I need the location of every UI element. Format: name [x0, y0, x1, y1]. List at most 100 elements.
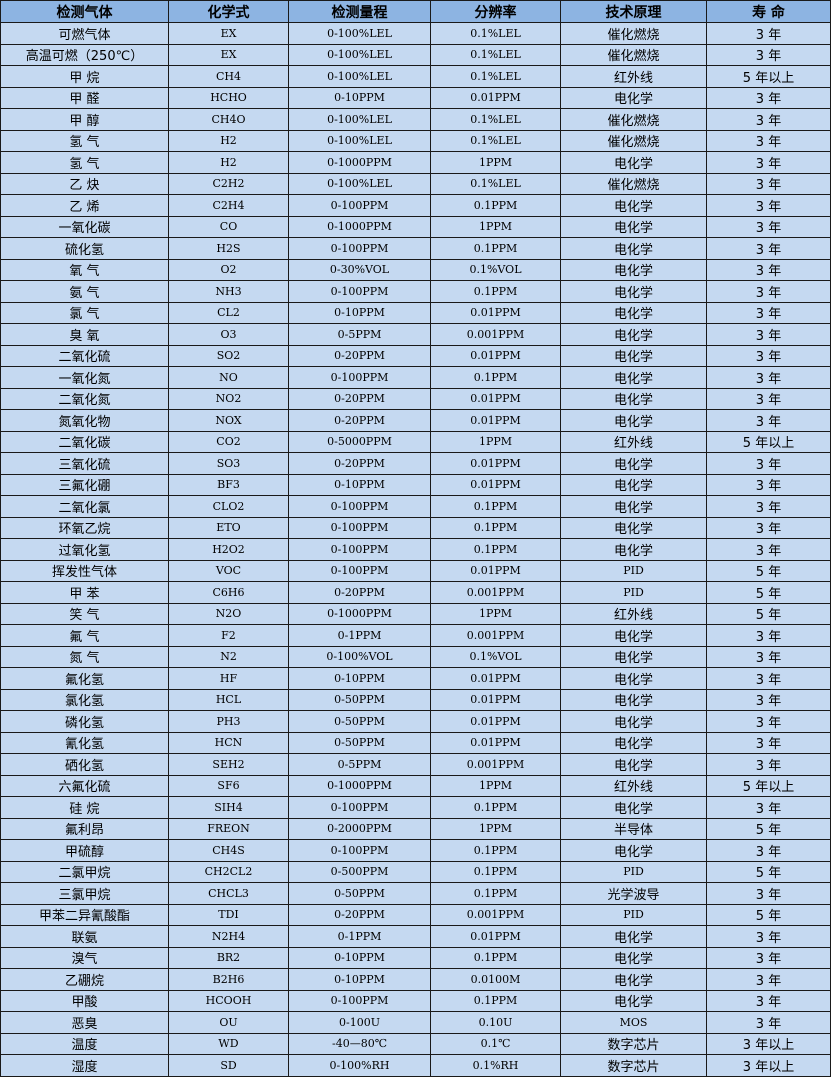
resolution-cell: 0.001PPM	[430, 581, 561, 604]
principle-cell: 电化学	[560, 323, 707, 346]
range-cell: 0-100PPM	[288, 495, 431, 518]
formula-cell: CHCL3	[168, 882, 289, 905]
formula-cell: O3	[168, 323, 289, 346]
gas-cell: 二氧化氯	[0, 495, 169, 518]
table-row: 甲酸 HCOOH 0-100PPM 0.1PPM 电化学 3 年	[0, 989, 831, 1012]
gas-cell: 笑 气	[0, 602, 169, 625]
principle-cell: 电化学	[560, 968, 707, 991]
table-row: 环氧乙烷 ETO 0-100PPM 0.1PPM 电化学 3 年	[0, 516, 831, 539]
range-cell: 0-2000PPM	[288, 817, 431, 840]
formula-cell: CLO2	[168, 495, 289, 518]
range-cell: 0-100PPM	[288, 280, 431, 303]
range-cell: 0-10PPM	[288, 473, 431, 496]
gas-cell: 乙 烯	[0, 194, 169, 217]
table-row: 甲 醇 CH4O 0-100%LEL 0.1%LEL 催化燃烧 3 年	[0, 108, 831, 131]
table-row: 氰化氢 HCN 0-50PPM 0.01PPM 电化学 3 年	[0, 731, 831, 754]
resolution-cell: 0.01PPM	[430, 667, 561, 690]
gas-cell: 三氯甲烷	[0, 882, 169, 905]
resolution-cell: 1PPM	[430, 774, 561, 797]
principle-cell: 数字芯片	[560, 1032, 707, 1055]
resolution-cell: 0.1PPM	[430, 237, 561, 260]
lifespan-cell: 3 年	[706, 731, 831, 754]
range-cell: 0-20PPM	[288, 903, 431, 926]
gas-cell: 一氧化氮	[0, 366, 169, 389]
resolution-cell: 0.001PPM	[430, 903, 561, 926]
principle-cell: 电化学	[560, 538, 707, 561]
range-cell: 0-100%LEL	[288, 129, 431, 152]
principle-cell: 电化学	[560, 839, 707, 862]
range-cell: 0-20PPM	[288, 452, 431, 475]
lifespan-cell: 3 年	[706, 387, 831, 410]
lifespan-cell: 3 年	[706, 946, 831, 969]
gas-cell: 氧 气	[0, 258, 169, 281]
principle-cell: 电化学	[560, 688, 707, 711]
formula-cell: EX	[168, 43, 289, 66]
resolution-cell: 0.001PPM	[430, 753, 561, 776]
range-cell: 0-1PPM	[288, 925, 431, 948]
lifespan-cell: 5 年以上	[706, 65, 831, 88]
table-row: 一氧化氮 NO 0-100PPM 0.1PPM 电化学 3 年	[0, 366, 831, 389]
header-resolution: 分辨率	[430, 0, 561, 23]
table-row: 恶臭 OU 0-100U 0.10U MOS 3 年	[0, 1011, 831, 1034]
principle-cell: 红外线	[560, 430, 707, 453]
lifespan-cell: 3 年	[706, 473, 831, 496]
resolution-cell: 0.01PPM	[430, 452, 561, 475]
gas-cell: 氮氧化物	[0, 409, 169, 432]
table-row: 高温可燃（250℃） EX 0-100%LEL 0.1%LEL 催化燃烧 3 年	[0, 43, 831, 66]
gas-cell: 甲 醛	[0, 86, 169, 109]
range-cell: 0-100%LEL	[288, 22, 431, 45]
principle-cell: 电化学	[560, 989, 707, 1012]
resolution-cell: 1PPM	[430, 817, 561, 840]
range-cell: 0-100PPM	[288, 796, 431, 819]
formula-cell: N2O	[168, 602, 289, 625]
resolution-cell: 0.1PPM	[430, 495, 561, 518]
resolution-cell: 0.1PPM	[430, 194, 561, 217]
formula-cell: NH3	[168, 280, 289, 303]
lifespan-cell: 3 年	[706, 452, 831, 475]
range-cell: 0-500PPM	[288, 860, 431, 883]
principle-cell: 电化学	[560, 258, 707, 281]
range-cell: 0-100PPM	[288, 839, 431, 862]
resolution-cell: 0.1%LEL	[430, 129, 561, 152]
resolution-cell: 0.01PPM	[430, 86, 561, 109]
lifespan-cell: 3 年	[706, 839, 831, 862]
formula-cell: VOC	[168, 559, 289, 582]
principle-cell: MOS	[560, 1011, 707, 1034]
principle-cell: 电化学	[560, 366, 707, 389]
resolution-cell: 0.01PPM	[430, 925, 561, 948]
resolution-cell: 0.1PPM	[430, 882, 561, 905]
resolution-cell: 0.1%LEL	[430, 172, 561, 195]
lifespan-cell: 5 年	[706, 559, 831, 582]
formula-cell: CH2CL2	[168, 860, 289, 883]
principle-cell: 电化学	[560, 151, 707, 174]
table-row: 乙 炔 C2H2 0-100%LEL 0.1%LEL 催化燃烧 3 年	[0, 172, 831, 195]
table-row: 氨 气 NH3 0-100PPM 0.1PPM 电化学 3 年	[0, 280, 831, 303]
table-row: 三氧化硫 SO3 0-20PPM 0.01PPM 电化学 3 年	[0, 452, 831, 475]
lifespan-cell: 3 年	[706, 86, 831, 109]
lifespan-cell: 3 年	[706, 172, 831, 195]
range-cell: 0-5PPM	[288, 753, 431, 776]
formula-cell: CO	[168, 215, 289, 238]
principle-cell: 电化学	[560, 215, 707, 238]
formula-cell: B2H6	[168, 968, 289, 991]
principle-cell: 红外线	[560, 774, 707, 797]
table-row: 硫化氢 H2S 0-100PPM 0.1PPM 电化学 3 年	[0, 237, 831, 260]
principle-cell: PID	[560, 903, 707, 926]
formula-cell: ETO	[168, 516, 289, 539]
range-cell: 0-100%LEL	[288, 108, 431, 131]
range-cell: 0-1000PPM	[288, 774, 431, 797]
range-cell: 0-50PPM	[288, 710, 431, 733]
gas-cell: 恶臭	[0, 1011, 169, 1034]
table-row: 二氧化氯 CLO2 0-100PPM 0.1PPM 电化学 3 年	[0, 495, 831, 518]
table-row: 二氧化碳 CO2 0-5000PPM 1PPM 红外线 5 年以上	[0, 430, 831, 453]
range-cell: 0-1PPM	[288, 624, 431, 647]
resolution-cell: 1PPM	[430, 215, 561, 238]
table-row: 甲 苯 C6H6 0-20PPM 0.001PPM PID 5 年	[0, 581, 831, 604]
table-row: 温度 WD -40—80℃ 0.1℃ 数字芯片 3 年以上	[0, 1032, 831, 1055]
gas-cell: 甲 苯	[0, 581, 169, 604]
table-row: 湿度 SD 0-100%RH 0.1%RH 数字芯片 3 年以上	[0, 1054, 831, 1077]
formula-cell: TDI	[168, 903, 289, 926]
lifespan-cell: 3 年	[706, 43, 831, 66]
range-cell: -40—80℃	[288, 1032, 431, 1055]
